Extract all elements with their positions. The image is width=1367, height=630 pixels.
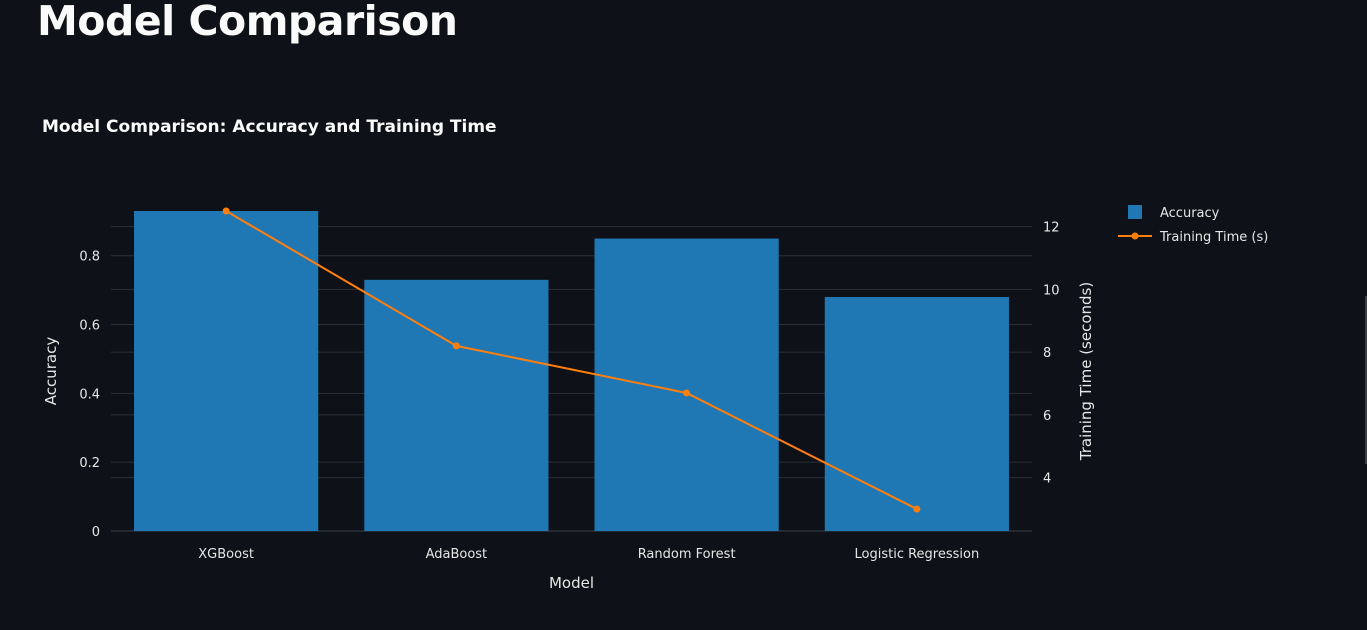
line-point xyxy=(222,207,230,215)
line-point xyxy=(452,342,460,350)
training-time-line xyxy=(222,207,921,513)
y-axis-title: Accuracy xyxy=(42,337,60,406)
y2-tick-label: 12 xyxy=(1043,221,1060,236)
training-time-polyline xyxy=(225,210,918,510)
scrollbar[interactable] xyxy=(1365,296,1367,464)
legend-label-training-time: Training Time (s) xyxy=(1159,230,1268,245)
line-point xyxy=(913,505,921,513)
y2-axis-title: Training Time (seconds) xyxy=(1077,282,1095,461)
y-tick-label: 0.2 xyxy=(79,456,100,471)
x-axis-title: Model xyxy=(549,574,594,592)
axes: XGBoost AdaBoost Random Forest Logistic Reg… xyxy=(42,221,1095,592)
legend: Accuracy Training Time (s) xyxy=(1118,205,1268,245)
bar xyxy=(134,211,319,531)
page-title: Model Comparison xyxy=(37,0,458,45)
bar xyxy=(594,238,779,531)
y2-tick-label: 8 xyxy=(1043,346,1051,361)
bar xyxy=(824,297,1009,531)
y2-tick-label: 4 xyxy=(1043,472,1051,487)
y-tick-label: 0.8 xyxy=(79,250,100,265)
line-point xyxy=(683,389,691,397)
chart-title: Model Comparison: Accuracy and Training … xyxy=(42,117,497,137)
legend-marker-training-time xyxy=(1131,232,1139,240)
y2-tick-label: 6 xyxy=(1043,409,1051,424)
y-tick-label: 0.4 xyxy=(79,387,100,402)
bar xyxy=(364,279,549,531)
x-tick-label: Random Forest xyxy=(638,547,736,562)
x-tick-label: Logistic Regression xyxy=(855,547,980,562)
legend-swatch-accuracy xyxy=(1128,205,1142,219)
bars xyxy=(134,211,1009,531)
x-tick-label: AdaBoost xyxy=(426,547,488,562)
legend-label-accuracy: Accuracy xyxy=(1160,206,1220,221)
x-tick-label: XGBoost xyxy=(198,547,254,562)
y2-tick-label: 10 xyxy=(1043,283,1060,298)
y-tick-label: 0.6 xyxy=(79,319,100,334)
y-tick-label: 0 xyxy=(92,525,100,540)
